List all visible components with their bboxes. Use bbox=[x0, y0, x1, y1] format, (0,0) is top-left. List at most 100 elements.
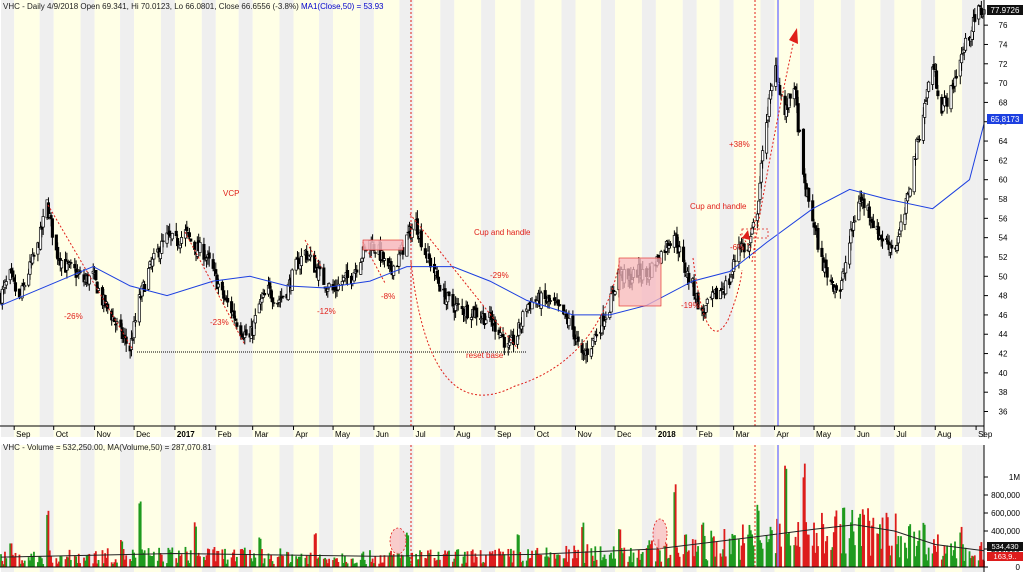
x-tick-label: Mar bbox=[255, 430, 269, 439]
volume-bar bbox=[933, 539, 935, 567]
volume-bar bbox=[915, 545, 918, 567]
volume-bar bbox=[971, 555, 974, 567]
volume-bar bbox=[462, 556, 465, 567]
price-bar-body bbox=[953, 77, 957, 87]
price-bar-body bbox=[87, 275, 91, 285]
volume-bar bbox=[446, 551, 449, 567]
price-bar-body bbox=[803, 173, 807, 184]
price-bar bbox=[87, 275, 91, 291]
price-bar bbox=[604, 311, 608, 323]
volume-bar bbox=[913, 531, 916, 567]
volume-bar bbox=[669, 554, 672, 567]
volume-bar bbox=[636, 557, 639, 567]
volume-bar bbox=[11, 554, 14, 567]
price-bar-body bbox=[742, 243, 746, 253]
price-bar-body bbox=[147, 268, 151, 290]
volume-bar bbox=[436, 559, 439, 567]
price-bar-body bbox=[382, 258, 386, 261]
volume-bar bbox=[417, 559, 420, 567]
volume-bar bbox=[527, 549, 529, 567]
price-bar-body bbox=[484, 319, 488, 324]
volume-bar bbox=[60, 556, 63, 567]
volume-bar bbox=[502, 551, 504, 567]
volume-bar bbox=[830, 549, 833, 567]
price-tick-label: 48 bbox=[999, 292, 1008, 301]
volume-bar bbox=[261, 549, 263, 567]
volume-bar bbox=[666, 558, 669, 567]
price-bar bbox=[923, 99, 927, 125]
volume-bar bbox=[282, 555, 284, 567]
volume-bar bbox=[918, 530, 921, 567]
price-bar-body bbox=[755, 213, 759, 221]
volume-bar bbox=[886, 517, 889, 567]
price-bar-body bbox=[825, 267, 829, 278]
volume-bar bbox=[944, 553, 947, 567]
volume-bar bbox=[101, 550, 104, 567]
volume-bar bbox=[802, 477, 805, 567]
price-bar-body bbox=[179, 237, 184, 244]
volume-bar bbox=[637, 549, 640, 567]
volume-bar bbox=[703, 535, 706, 567]
volume-bar bbox=[189, 550, 192, 567]
volume-bar bbox=[286, 551, 288, 567]
volume-bar bbox=[815, 532, 818, 567]
volume-bar bbox=[521, 560, 524, 567]
price-bar bbox=[585, 340, 589, 363]
volume-bar bbox=[793, 545, 796, 567]
price-bar-body bbox=[750, 227, 754, 235]
volume-bar bbox=[942, 555, 945, 567]
x-tick-label: May bbox=[816, 430, 831, 439]
volume-bar bbox=[141, 549, 143, 567]
price-bar bbox=[318, 260, 322, 277]
volume-bar bbox=[963, 560, 966, 567]
volume-bar bbox=[784, 465, 786, 567]
volume-bar bbox=[69, 559, 72, 567]
price-bar-body bbox=[415, 218, 419, 235]
price-bar-body bbox=[811, 200, 815, 222]
volume-bar bbox=[657, 539, 660, 567]
price-bar-body bbox=[915, 138, 919, 160]
volume-bar bbox=[445, 553, 448, 567]
price-bar-body bbox=[834, 285, 838, 291]
price-bar-body bbox=[419, 230, 423, 248]
price-bar bbox=[761, 145, 765, 169]
volume-bar bbox=[565, 545, 568, 567]
volume-bar bbox=[981, 559, 984, 567]
volume-bar bbox=[600, 560, 603, 567]
volume-bar bbox=[807, 534, 810, 567]
price-bar-body bbox=[207, 252, 211, 259]
price-bar-body bbox=[235, 322, 239, 327]
volume-bar bbox=[562, 558, 565, 567]
volume-bar bbox=[871, 525, 873, 567]
volume-bar bbox=[686, 551, 689, 567]
volume-bar bbox=[96, 563, 99, 567]
volume-bar bbox=[954, 541, 956, 567]
volume-bar bbox=[859, 513, 862, 567]
month-band-light bbox=[252, 0, 280, 572]
volume-bar bbox=[508, 556, 511, 567]
volume-bar bbox=[5, 558, 8, 567]
price-bar-body bbox=[451, 294, 455, 307]
price-tick-label: 42 bbox=[999, 350, 1008, 359]
volume-bar bbox=[483, 562, 486, 567]
volume-bar bbox=[38, 556, 41, 567]
price-bar-body bbox=[853, 220, 857, 223]
volume-bar bbox=[251, 561, 254, 567]
decline-line-12 bbox=[304, 239, 323, 269]
volume-bars bbox=[0, 463, 985, 567]
price-bar bbox=[696, 290, 700, 310]
price-bar bbox=[438, 283, 442, 292]
price-bar-body bbox=[683, 262, 687, 273]
volume-bar bbox=[573, 545, 576, 567]
price-bar-body bbox=[429, 257, 433, 268]
volume-bar bbox=[129, 559, 132, 567]
annotation-reset-base: reset base bbox=[466, 351, 504, 360]
volume-bar bbox=[558, 555, 561, 567]
price-bar bbox=[56, 242, 60, 265]
volume-bar bbox=[208, 549, 211, 567]
price-bar bbox=[451, 288, 455, 309]
volume-bar bbox=[731, 533, 734, 567]
volume-bar bbox=[355, 562, 358, 567]
volume-bar bbox=[152, 551, 155, 567]
price-bar bbox=[170, 232, 174, 242]
